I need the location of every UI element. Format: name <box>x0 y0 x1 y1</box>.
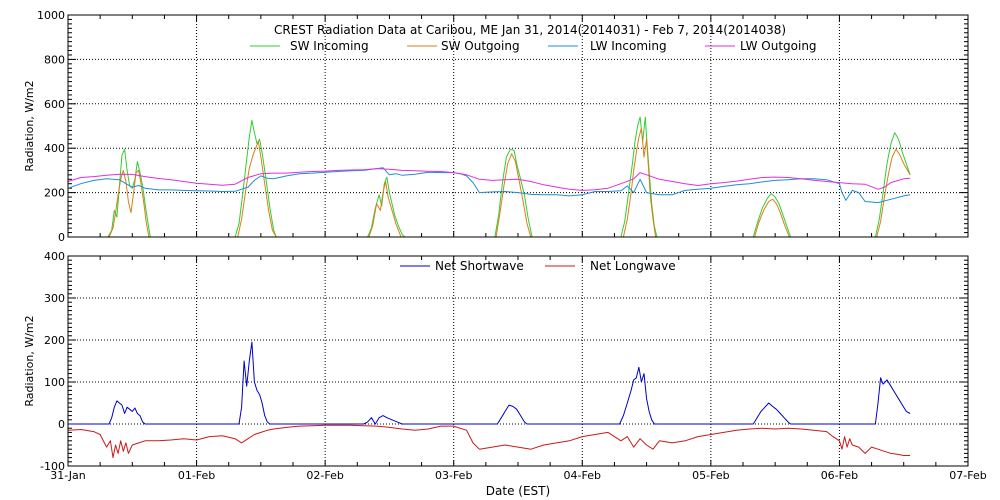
x-tick-label: 31-Jan <box>50 469 86 482</box>
y-tick-label: 600 <box>44 98 65 111</box>
plot-frame <box>67 255 969 467</box>
x-tick-label: 02-Feb <box>306 469 343 482</box>
x-tick-label: 07-Feb <box>949 469 986 482</box>
legend-label: Net Shortwave <box>435 259 524 273</box>
y-tick-label: 200 <box>44 187 65 200</box>
x-axis-title: Date (EST) <box>486 484 550 498</box>
y-tick-label: 300 <box>44 292 65 305</box>
chart-title: CREST Radiation Data at Caribou, ME Jan … <box>274 23 786 37</box>
series-line-net-longwave <box>67 424 911 459</box>
y-tick-label: 0 <box>58 231 65 244</box>
plot-frame <box>67 14 969 238</box>
legend-label: LW Outgoing <box>740 39 817 53</box>
series-line-net-shortwave <box>68 341 911 425</box>
series-line-lw-outgoing <box>67 168 911 191</box>
x-tick-label: 01-Feb <box>178 469 215 482</box>
x-tick-label: 05-Feb <box>692 469 729 482</box>
series-line-sw-outgoing <box>68 127 911 238</box>
series-line-lw-incoming <box>67 167 911 204</box>
x-tick-label: 06-Feb <box>821 469 858 482</box>
y-tick-label: 400 <box>44 142 65 155</box>
y-axis-title: Radiation, W/m2 <box>23 315 36 406</box>
y-tick-label: 1000 <box>37 9 65 22</box>
y-tick-label: 0 <box>58 418 65 431</box>
y-axis-title: Radiation, W/m2 <box>23 80 36 171</box>
legend-label: LW Incoming <box>590 39 667 53</box>
y-tick-label: 200 <box>44 334 65 347</box>
y-tick-label: 400 <box>44 250 65 263</box>
y-tick-label: 100 <box>44 376 65 389</box>
legend-label: SW Incoming <box>290 39 369 53</box>
y-tick-label: -100 <box>40 460 65 473</box>
y-tick-label: 800 <box>44 53 65 66</box>
legend-label: Net Longwave <box>590 259 676 273</box>
x-tick-label: 04-Feb <box>564 469 601 482</box>
bottom-panel: -100 0 100 200 300 400 31-Jan 01-Feb 02-Feb 03-Fe… <box>23 250 987 498</box>
x-tick-label: 03-Feb <box>435 469 472 482</box>
legend-label: SW Outgoing <box>441 39 520 53</box>
top-panel: 0 200 400 600 800 1000 Radiation, W/m2 CREST Ra… <box>23 9 969 244</box>
